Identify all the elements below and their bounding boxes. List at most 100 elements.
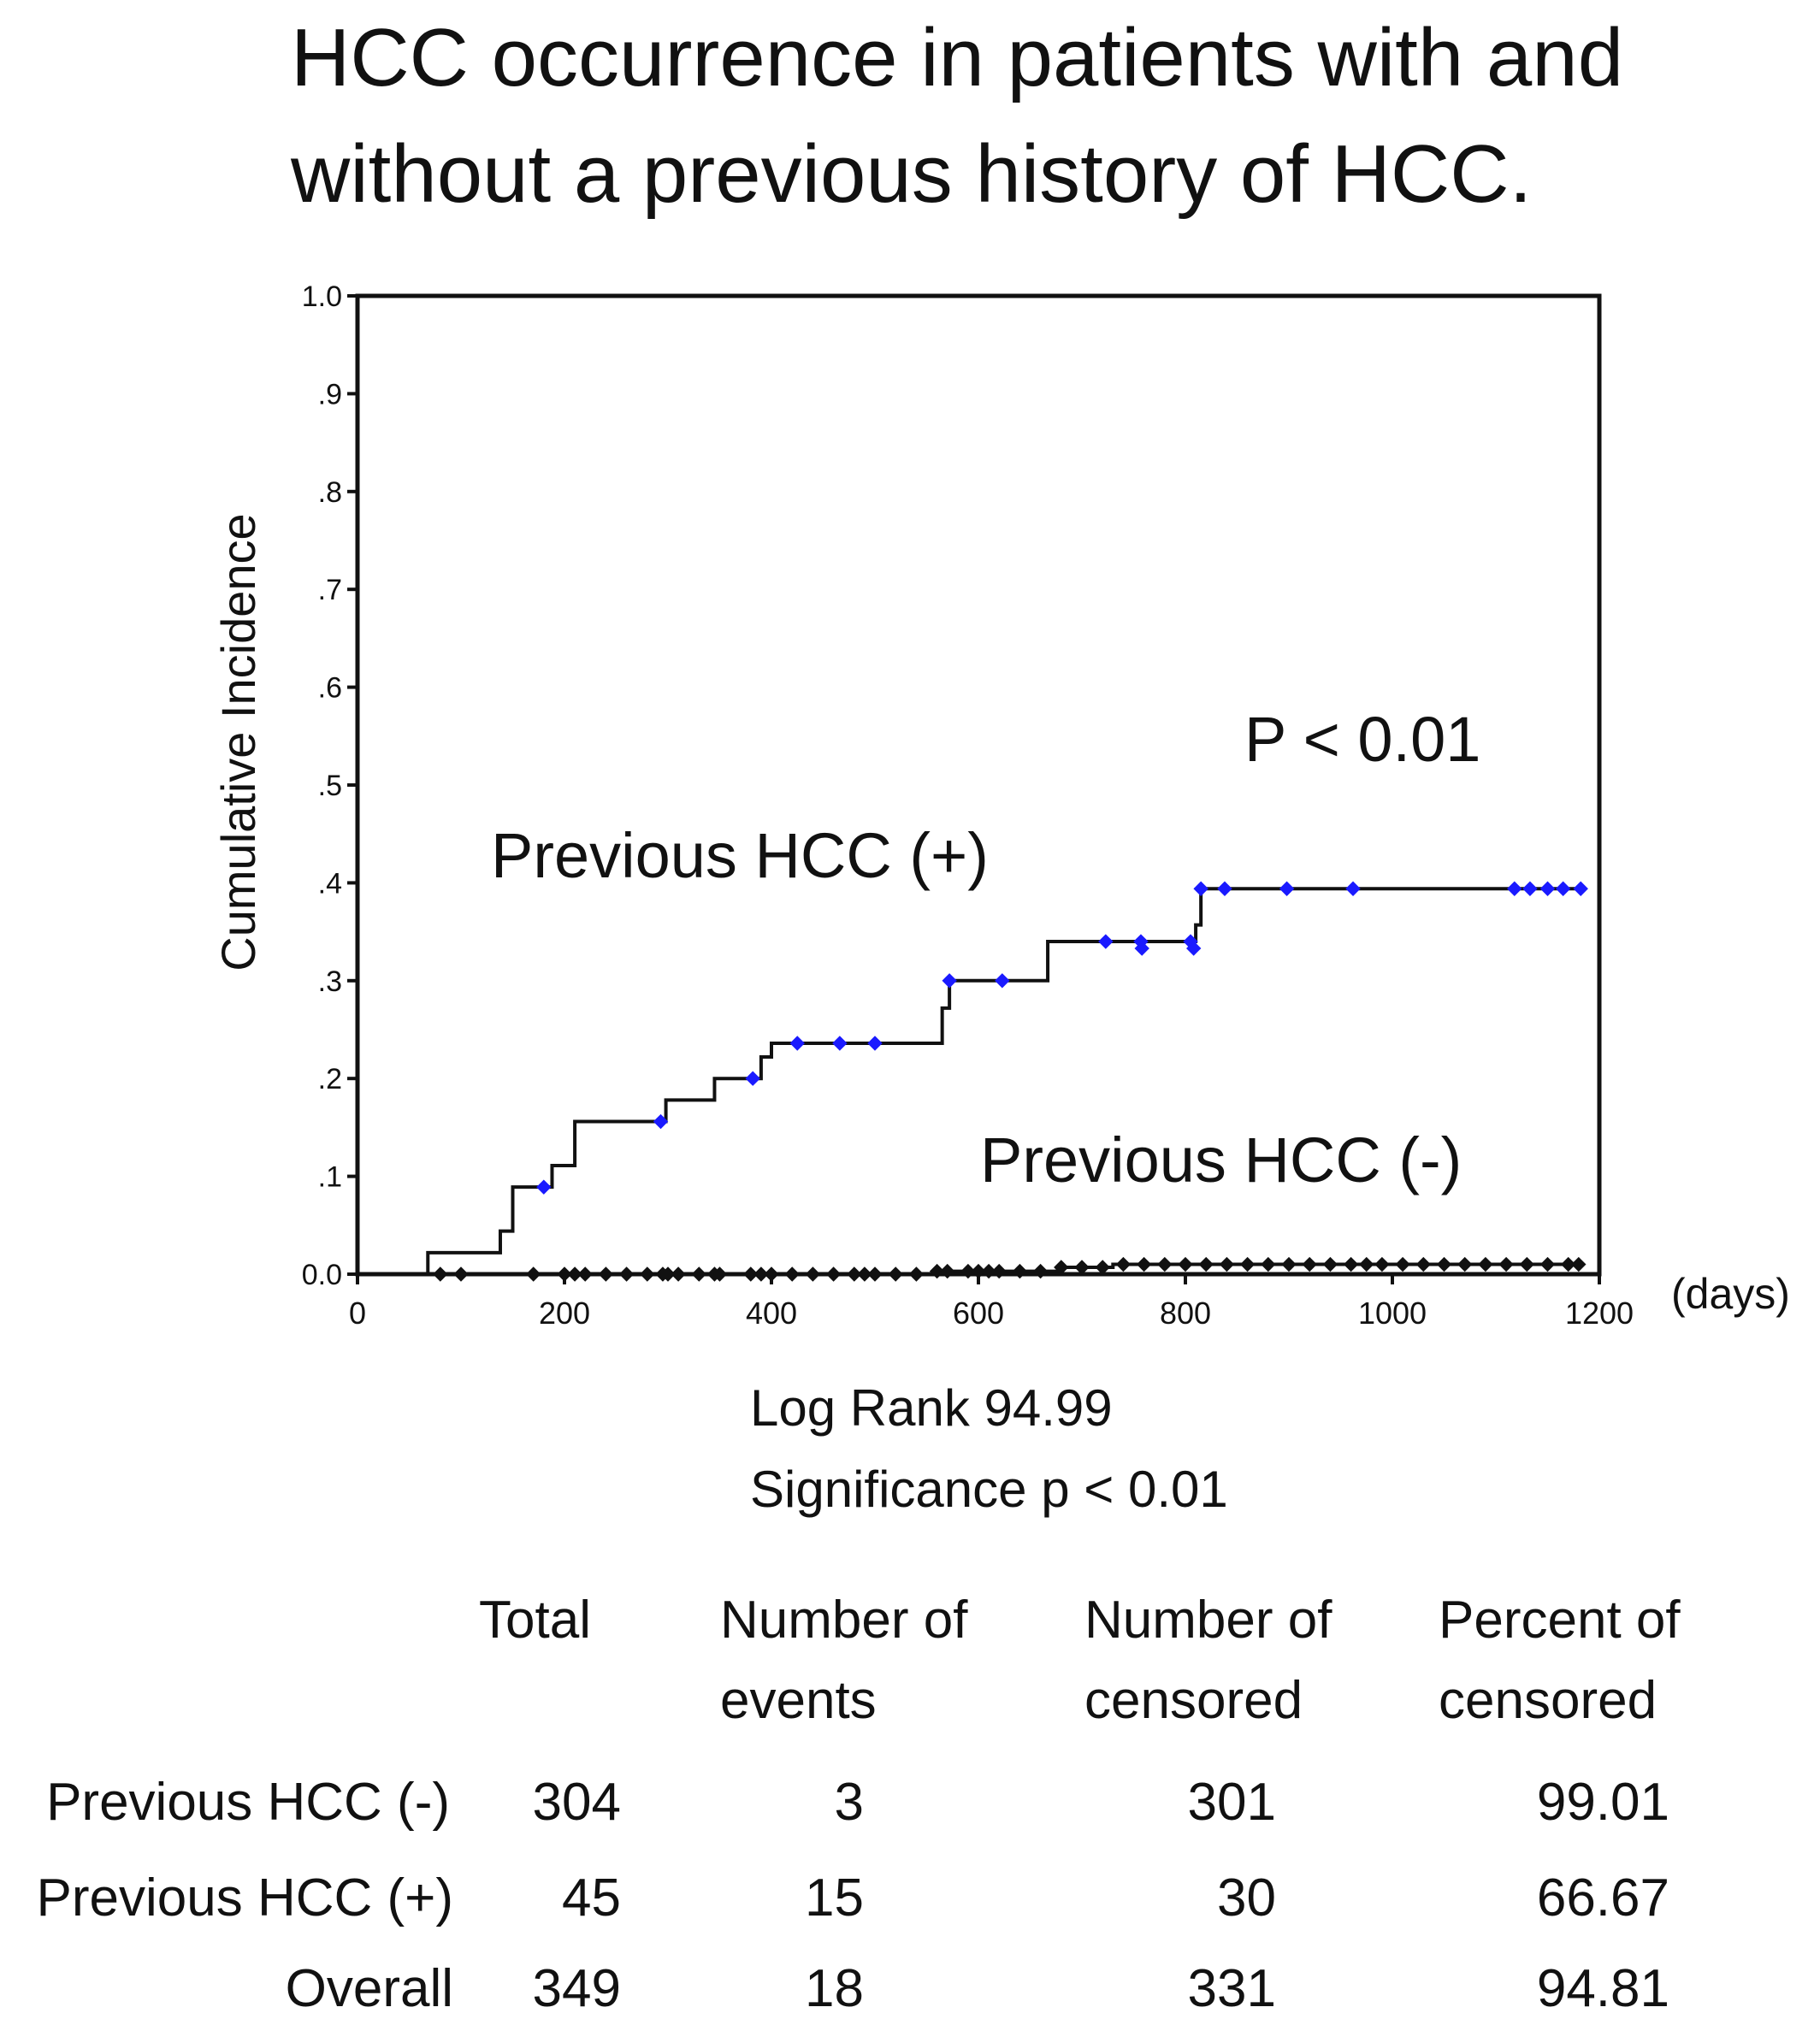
censor-mark (867, 1266, 883, 1282)
y-axis-label: Cumulative Incidence (211, 513, 265, 971)
censor-mark (1498, 1256, 1514, 1272)
censor-mark (1279, 881, 1295, 896)
censor-mark (888, 1266, 903, 1282)
cell-percent: 99.01 (1536, 1773, 1669, 1832)
cumulative-incidence-chart: 0.0 .1 .2 .3 .4 .5 .6 .7 .8 .9 1.0 0 200 400 600 800 100… (211, 280, 1790, 1331)
title-line-2: without a previous history of HCC. (291, 128, 1533, 220)
x-tick-label: 1200 (1565, 1296, 1634, 1331)
y-tick-label: .9 (318, 378, 342, 410)
censor-mark (1507, 881, 1522, 896)
censor-mark (1115, 1256, 1132, 1272)
censor-mark (1478, 1256, 1493, 1272)
censor-mark (832, 1036, 848, 1051)
censor-mark (1539, 881, 1556, 896)
x-tick-label: 400 (746, 1296, 797, 1331)
censor-mark (1281, 1256, 1297, 1272)
cell-events: 15 (805, 1868, 864, 1927)
series-line-0 (358, 887, 1584, 1276)
censor-mark (1032, 1263, 1049, 1279)
censor-mark (618, 1266, 635, 1282)
censor-mark (745, 1071, 760, 1086)
row-label: Previous HCC (+) (36, 1868, 454, 1927)
censor-mark (671, 1266, 686, 1282)
cell-total: 45 (562, 1868, 621, 1927)
censor-mark (525, 1266, 541, 1282)
censor-mark (1178, 1256, 1193, 1272)
censor-mark (1436, 1256, 1452, 1272)
censor-mark (1217, 881, 1232, 896)
header-events-line1: Number of (720, 1591, 968, 1650)
significance-stat: Significance p < 0.01 (750, 1461, 1228, 1518)
series-label-previous-hcc-positive: Previous HCC (+) (491, 820, 989, 891)
log-rank-stat: Log Rank 94.99 (750, 1379, 1113, 1437)
censor-mark (433, 1266, 448, 1282)
censor-mark (1134, 941, 1149, 956)
censor-mark (1519, 1256, 1535, 1272)
censor-mark (1185, 941, 1202, 956)
censor-mark (1219, 1256, 1235, 1272)
y-tick-label: 1.0 (302, 280, 342, 313)
censor-mark (598, 1266, 614, 1282)
cell-percent: 66.67 (1536, 1868, 1669, 1927)
x-tick-label: 0 (349, 1296, 366, 1331)
header-censored-line1: Number of (1084, 1591, 1332, 1650)
censor-mark (1074, 1260, 1090, 1275)
censor-mark (536, 1179, 552, 1195)
chart-title: HCC occurrence in patients with and with… (291, 0, 1745, 233)
cell-censored: 301 (1187, 1773, 1276, 1832)
censor-mark (1098, 934, 1114, 949)
row-label: Previous HCC (-) (46, 1773, 450, 1832)
censor-mark (789, 1036, 805, 1051)
censor-mark (1573, 881, 1588, 896)
censor-mark (1359, 1256, 1374, 1272)
y-tick-label: .5 (318, 770, 342, 802)
censor-mark (825, 1266, 842, 1282)
header-percent-line2: censored (1439, 1671, 1658, 1730)
censor-mark (640, 1266, 655, 1282)
cell-events: 18 (805, 1959, 864, 2018)
censor-mark (939, 1263, 955, 1279)
cell-events: 3 (834, 1773, 864, 1832)
censor-mark (1555, 881, 1571, 896)
censor-mark (1415, 1256, 1432, 1272)
cell-percent: 94.81 (1536, 1959, 1669, 2018)
header-total-line1: Total (479, 1591, 591, 1650)
censor-mark (1395, 1256, 1410, 1272)
censor-mark (1012, 1263, 1028, 1279)
censor-mark (1054, 1260, 1069, 1275)
censor-mark (1539, 1256, 1556, 1272)
censor-mark (867, 1036, 883, 1051)
header-censored: Number of censored (1084, 1580, 1332, 1741)
censor-mark (942, 973, 957, 989)
x-tick-label: 1000 (1358, 1296, 1427, 1331)
header-total: Total (479, 1580, 591, 1661)
censor-mark (1343, 1256, 1359, 1272)
censor-mark (1374, 1256, 1390, 1272)
censor-mark (1136, 1256, 1152, 1272)
header-percent: Percent of censored (1439, 1580, 1681, 1741)
censor-mark (1457, 1256, 1473, 1272)
series-label-previous-hcc-negative: Previous HCC (-) (980, 1125, 1462, 1195)
y-tick-label: .1 (318, 1161, 342, 1194)
cell-total: 304 (532, 1773, 621, 1832)
censor-mark (1302, 1256, 1317, 1272)
censor-mark (1345, 881, 1361, 896)
y-tick-label: .8 (318, 476, 342, 509)
y-tick-label: .4 (318, 867, 342, 900)
censor-mark (1322, 1256, 1338, 1272)
censor-mark (991, 1263, 1007, 1279)
y-tick-label: .6 (318, 672, 342, 705)
p-value-annotation: P < 0.01 (1244, 704, 1480, 775)
x-unit-label: (days) (1671, 1270, 1790, 1318)
censor-mark (691, 1266, 707, 1282)
censor-mark (908, 1266, 925, 1282)
header-events-line2: events (720, 1671, 877, 1730)
y-tick-label: .7 (318, 574, 342, 606)
censor-mark (995, 973, 1010, 989)
x-tick-label: 800 (1160, 1296, 1211, 1331)
censor-mark (805, 1266, 821, 1282)
censor-mark (1095, 1260, 1110, 1275)
censor-mark (712, 1266, 728, 1282)
cell-censored: 331 (1187, 1959, 1276, 2018)
x-tick-label: 200 (539, 1296, 590, 1331)
